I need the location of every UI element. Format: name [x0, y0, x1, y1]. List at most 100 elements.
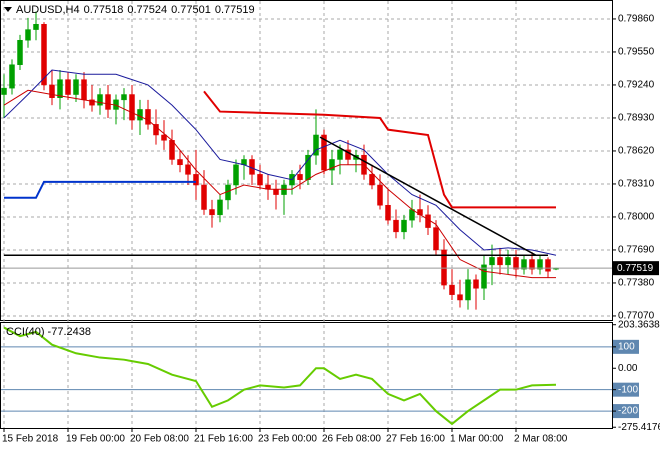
candle-body — [465, 279, 471, 301]
candle-body — [185, 164, 191, 175]
cci-title: CCI(40) -77.2438 — [6, 326, 91, 338]
candle-body — [1, 87, 7, 95]
cci-line — [3, 326, 557, 426]
candle-body — [281, 184, 287, 195]
x-tick-label: 26 Feb 08:00 — [322, 434, 381, 445]
candle-body — [25, 29, 31, 41]
candle-body — [337, 149, 343, 160]
candle-body — [433, 227, 439, 251]
y-tick-label: 0.00 — [618, 363, 638, 374]
y-tick-label: 0.77380 — [618, 278, 655, 289]
y-tick-label: 0.78620 — [618, 146, 655, 157]
y-tick-label: 0.78000 — [618, 212, 655, 223]
candle-body — [545, 259, 551, 272]
candle-body — [481, 264, 487, 289]
candle-body — [9, 64, 15, 89]
open: 0.77518 — [84, 4, 124, 16]
candle-body — [129, 94, 135, 121]
candle-body — [177, 159, 183, 166]
symbol: AUDUSD,H4 — [16, 4, 80, 16]
candle-body — [297, 174, 303, 180]
candle-body — [401, 219, 407, 233]
x-tick-label: 21 Feb 16:00 — [194, 434, 253, 445]
candle-body — [145, 109, 151, 125]
candle-body — [505, 257, 511, 266]
candle-body — [57, 79, 63, 98]
y-tick-label: 0.79860 — [618, 14, 655, 25]
candle-body — [529, 259, 535, 270]
low: 0.77501 — [171, 4, 211, 16]
candle-body — [497, 257, 503, 266]
level-tag — [613, 339, 639, 354]
candle-body — [329, 159, 335, 171]
candle-body — [17, 39, 23, 65]
y-tick-label: -275.4176 — [618, 422, 660, 433]
price-tag — [613, 261, 659, 276]
candle-body — [65, 79, 71, 95]
candle-body — [393, 219, 399, 233]
candle-body — [105, 94, 111, 110]
candle-body — [537, 259, 543, 270]
candle-body — [425, 214, 431, 228]
x-tick-label: 20 Feb 08:00 — [130, 434, 189, 445]
candle-body — [233, 164, 239, 186]
y-tick-label: 0.77690 — [618, 245, 655, 256]
candle-body — [321, 134, 327, 171]
candle-body — [257, 174, 263, 186]
candle-body — [449, 284, 455, 295]
candle-body — [369, 174, 375, 186]
x-tick-label: 15 Feb 2018 — [2, 434, 59, 445]
y-tick-label: 0.78310 — [618, 179, 655, 190]
candle-body — [97, 94, 103, 106]
price-tag-label: 0.77519 — [617, 263, 654, 274]
candle-body — [513, 257, 519, 270]
x-tick-label: 27 Feb 16:00 — [386, 434, 445, 445]
candle-body — [201, 184, 207, 210]
x-tick-label: 1 Mar 00:00 — [450, 434, 504, 445]
candle-body — [457, 294, 463, 301]
x-tick-label: 19 Feb 00:00 — [66, 434, 125, 445]
indicator-line — [4, 180, 196, 199]
candle-body — [345, 149, 351, 160]
candle-body — [41, 24, 47, 86]
candle-body — [489, 257, 495, 266]
high: 0.77524 — [127, 4, 167, 16]
candle-body — [473, 279, 479, 289]
candle-body — [313, 134, 319, 156]
x-tick-label: 23 Feb 00:00 — [258, 434, 317, 445]
y-tick-label: 203.3638 — [618, 319, 660, 330]
candle-body — [441, 249, 447, 286]
candle-body — [377, 184, 383, 206]
candle-body — [385, 204, 391, 221]
indicator-line — [3, 69, 557, 256]
candle-body — [153, 124, 159, 136]
y-tick-label: -100 — [618, 384, 638, 395]
y-tick-label: 0.79550 — [618, 47, 655, 58]
x-tick-label: 2 Mar 08:00 — [514, 434, 568, 445]
candle-body — [521, 259, 527, 270]
indicator-line — [319, 136, 537, 256]
candle-body — [273, 189, 279, 195]
candle-body — [81, 79, 87, 101]
candle-body — [89, 99, 95, 106]
y-tick-label: 0.79240 — [618, 80, 655, 91]
candle-body — [49, 84, 55, 98]
menu-icon — [4, 7, 12, 12]
indicator-line — [203, 90, 556, 209]
y-tick-label: -200 — [618, 406, 638, 417]
cci-frame — [0, 322, 613, 429]
plot-frame — [0, 0, 613, 321]
y-tick-label: 100 — [618, 341, 635, 352]
candle-body — [161, 134, 167, 141]
candle-body — [305, 154, 311, 180]
candle-body — [33, 24, 39, 30]
candle-body — [73, 79, 79, 95]
candle-body — [137, 109, 143, 121]
close: 0.77519 — [215, 4, 255, 16]
candle-body — [193, 174, 199, 186]
indicator-line — [3, 89, 556, 279]
candle-body — [121, 94, 127, 101]
candle-body — [209, 209, 215, 216]
